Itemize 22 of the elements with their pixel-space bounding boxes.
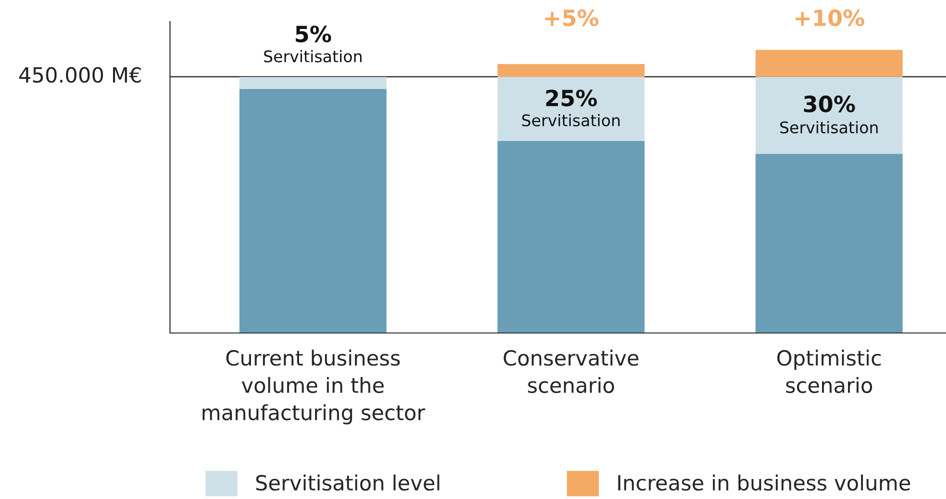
ref-line-label: 450.000 M€: [19, 67, 141, 83]
bar: [756, 76, 903, 154]
text: +5%: [545, 9, 598, 26]
bar: [497, 77, 645, 141]
bar: [239, 88, 387, 333]
x-tick-label: Optimistic scenario: [777, 350, 881, 394]
bar: [756, 154, 903, 333]
bar: [497, 64, 645, 77]
legend-label: Servitisation level: [256, 474, 440, 491]
x-tick-label: Current business volume in the manufacturing sector: [202, 350, 426, 424]
x-tick-label: Conservative scenario: [504, 350, 638, 394]
annotation: Servitisation: [264, 50, 362, 62]
bar: [239, 77, 387, 89]
text: 5%: [296, 26, 332, 42]
annotation: Servitisation: [522, 114, 620, 126]
bar: [497, 141, 645, 333]
annotation: 25%: [546, 90, 597, 106]
annotation: 30%: [804, 96, 855, 112]
text: +10%: [796, 9, 864, 26]
annotation: Servitisation: [780, 121, 878, 134]
legend-label: Increase in business volume: [618, 474, 910, 491]
bar: [756, 50, 903, 77]
